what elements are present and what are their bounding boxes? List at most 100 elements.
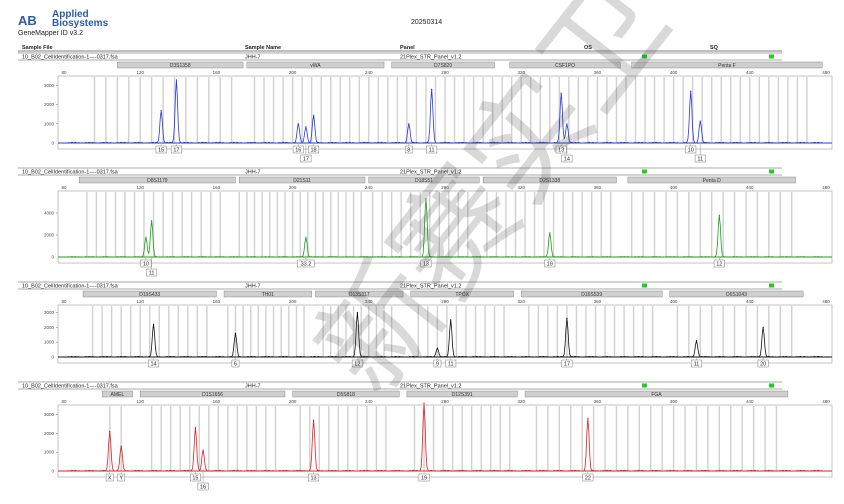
allele-call-box xyxy=(757,359,769,368)
panel-name: 21Plex_STR_Panel_v1.2 xyxy=(400,384,461,390)
x-tick-label: 360 xyxy=(594,299,602,304)
x-tick-label: 360 xyxy=(594,399,602,404)
allele-call-box xyxy=(308,145,320,154)
locus-label: D13S317 xyxy=(349,292,370,298)
locus-box xyxy=(521,290,663,298)
allele-call-label: 14 xyxy=(564,157,570,163)
allele-call-box xyxy=(555,145,567,154)
peak-point xyxy=(297,123,299,125)
peak-point xyxy=(587,417,589,419)
brand-line1: Applied xyxy=(52,9,89,20)
peak-point xyxy=(695,340,698,342)
y-tick-label: 2000 xyxy=(44,102,55,107)
locus-label: Penta F xyxy=(718,63,736,69)
locus-box xyxy=(509,61,621,69)
column-header-panel: Panel xyxy=(400,45,415,51)
locus-box xyxy=(239,176,366,184)
column-header-sq: SQ xyxy=(710,45,718,51)
allele-call-box xyxy=(300,154,312,163)
y-tick-label: 3000 xyxy=(44,412,55,417)
x-tick-label: 240 xyxy=(365,299,373,304)
y-tick-label: 2000 xyxy=(44,325,55,330)
locus-label: D7S820 xyxy=(434,63,452,69)
locus-label: D5S818 xyxy=(337,392,355,398)
y-tick-label: 0 xyxy=(51,355,54,360)
allele-call-box xyxy=(189,473,201,482)
allele-call-box xyxy=(544,259,556,268)
allele-call-box xyxy=(197,482,209,491)
x-tick-label: 120 xyxy=(136,299,144,304)
locus-label: D8S1179 xyxy=(147,178,168,184)
peak-point xyxy=(120,445,122,448)
locus-label: vWA xyxy=(310,63,321,69)
x-tick-label: 480 xyxy=(822,70,830,75)
x-tick-label: 440 xyxy=(746,399,754,404)
x-tick-label: 320 xyxy=(517,399,525,404)
y-tick-label: 1000 xyxy=(44,121,55,126)
locus-box xyxy=(101,390,133,398)
sq-status-indicator xyxy=(769,283,774,288)
y-tick-label: 3000 xyxy=(44,83,55,88)
allele-call-label: 6 xyxy=(234,362,237,368)
locus-box xyxy=(368,176,480,184)
x-tick-label: 80 xyxy=(61,399,67,404)
locus-box xyxy=(391,61,495,69)
x-tick-label: 400 xyxy=(670,399,678,404)
allele-call-box xyxy=(694,154,706,163)
locus-box xyxy=(223,290,312,298)
locus-box xyxy=(410,290,514,298)
allele-call-label: 11 xyxy=(149,271,155,277)
allele-call-label: 11 xyxy=(694,362,700,368)
allele-call-box xyxy=(691,359,702,368)
x-tick-label: 120 xyxy=(136,399,144,404)
locus-box xyxy=(524,390,789,398)
column-header-sample-name: Sample Name xyxy=(245,45,282,51)
allele-call-label: 13 xyxy=(558,148,564,154)
allele-call-label: 19 xyxy=(547,262,553,268)
allele-call-box xyxy=(433,359,442,368)
column-header-sample-file: Sample File xyxy=(22,45,53,51)
allele-call-label: Y xyxy=(119,476,123,482)
x-tick-label: 280 xyxy=(441,299,449,304)
peak-point xyxy=(151,220,153,222)
plot-frame xyxy=(57,75,833,150)
panel-green: 10_B02_CellIdentification-1----0317.fsa J… xyxy=(18,167,833,277)
allele-call-box xyxy=(404,145,413,154)
svg-text:AB: AB xyxy=(18,13,37,27)
x-tick-label: 120 xyxy=(136,70,144,75)
x-tick-label: 440 xyxy=(746,185,754,190)
x-tick-label: 480 xyxy=(822,299,830,304)
x-tick-label: 280 xyxy=(441,185,449,190)
x-tick-label: 200 xyxy=(289,399,297,404)
x-tick-label: 80 xyxy=(61,70,67,75)
peak-point xyxy=(312,419,315,421)
allele-call-box xyxy=(155,145,167,154)
x-tick-label: 400 xyxy=(670,70,678,75)
peak-point xyxy=(549,232,551,234)
x-tick-label: 400 xyxy=(670,299,678,304)
x-tick-label: 400 xyxy=(670,185,678,190)
x-tick-label: 440 xyxy=(746,70,754,75)
plot-frame xyxy=(57,190,833,264)
peak-point xyxy=(690,90,692,92)
allele-call-box xyxy=(561,154,573,163)
x-tick-label: 160 xyxy=(213,185,221,190)
allele-call-label: 20 xyxy=(760,362,766,368)
peak-point xyxy=(234,332,237,334)
locus-label: D3S1358 xyxy=(170,63,191,69)
allele-call-label: 14 xyxy=(150,362,156,368)
locus-box xyxy=(139,390,286,398)
allele-call-label: 15 xyxy=(158,148,164,154)
y-tick-label: 0 xyxy=(51,141,54,146)
panel-name: 21Plex_STR_Panel_v1.2 xyxy=(400,170,461,176)
panel-red: 10_B02_CellIdentification-1----0317.fsa J… xyxy=(18,381,833,491)
sample-file: 10_B02_CellIdentification-1----0317.fsa xyxy=(22,55,119,61)
peak-point xyxy=(436,347,438,349)
x-tick-label: 80 xyxy=(61,299,67,304)
peak-point xyxy=(356,311,358,314)
panel-name: 21Plex_STR_Panel_v1.2 xyxy=(400,284,461,290)
x-tick-label: 80 xyxy=(61,185,67,190)
allele-call-box xyxy=(297,259,315,268)
locus-label: D1S1656 xyxy=(202,392,223,398)
allele-call-label: 11 xyxy=(429,148,435,154)
